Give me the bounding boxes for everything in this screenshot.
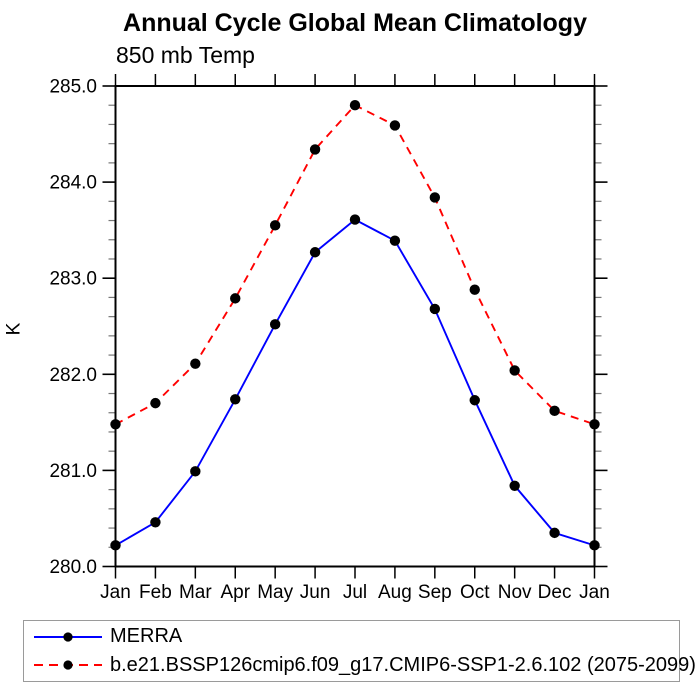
series-1-marker-feb-1 — [150, 397, 161, 409]
legend-label-model: b.e21.BSSP126cmip6.f09_g17.CMIP6-SSP1-2.… — [110, 653, 696, 676]
model-line-sample-icon — [34, 660, 102, 670]
x-tick-label: Sep — [418, 582, 452, 603]
plot-area: 280.0 281.0 282.0 283.0 284.0 285.0 Jan Feb Mar A… — [49, 74, 610, 603]
series-0-marker-jun-5 — [309, 247, 321, 258]
y-tick-label: 280.0 — [49, 557, 97, 578]
series-1-marker-jan-0 — [110, 419, 121, 430]
series-0-marker-dec-11 — [549, 527, 560, 539]
series-0-marker-sep-8 — [429, 303, 441, 315]
series-1-line — [115, 104, 595, 426]
series-1-marker-jun-5 — [309, 144, 321, 155]
series-0-marker-mar-2 — [190, 466, 201, 477]
series-0-marker-aug-7 — [389, 235, 401, 246]
x-tick-label: Jul — [343, 582, 367, 603]
series-0-marker-jan-12 — [589, 540, 600, 551]
x-tick-label: May — [257, 582, 293, 603]
series-1-marker-may-4 — [269, 220, 281, 231]
series-1-marker-dec-11 — [549, 405, 560, 417]
series-0-marker-apr-3 — [230, 394, 241, 405]
y-tick-label: 281.0 — [49, 461, 97, 482]
x-tick-label: Jan — [100, 582, 131, 603]
chart-title: Annual Cycle Global Mean Climatology — [123, 9, 587, 37]
x-tick-label: Jun — [300, 582, 331, 603]
series-1-marker-aug-7 — [389, 120, 401, 131]
legend-label-merra: MERRA — [110, 625, 183, 648]
merra-sample-marker — [63, 632, 73, 642]
y-tick-label: 282.0 — [49, 365, 97, 386]
y-tick-label: 283.0 — [49, 269, 97, 290]
x-tick-label: Oct — [460, 582, 490, 603]
series-1-marker-oct-9 — [469, 284, 480, 295]
x-tick-label: Jan — [579, 582, 610, 603]
x-tick-label: Aug — [378, 582, 412, 603]
y-tick-label: 285.0 — [49, 77, 97, 98]
x-tick-label: Feb — [139, 582, 172, 603]
plot-frame — [114, 85, 596, 568]
series-0-line — [115, 218, 595, 547]
y-tick-label: 284.0 — [49, 173, 97, 194]
series-1-marker-sep-8 — [429, 192, 441, 203]
series-1-marker-mar-2 — [190, 358, 201, 369]
x-tick-label: Nov — [498, 582, 532, 603]
legend-box: MERRA b.e21.BSSP126cmip6.f09_g17.CMIP6-S… — [23, 620, 696, 682]
x-tick-label: Apr — [220, 582, 250, 603]
series-1-marker-nov-10 — [509, 365, 520, 376]
legend-item-merra: MERRA — [24, 624, 679, 650]
model-sample-marker — [63, 660, 73, 670]
series-0-marker-nov-10 — [509, 480, 520, 491]
series-0-marker-oct-9 — [469, 395, 480, 406]
series-1-marker-jan-12 — [589, 419, 600, 430]
series-0-marker-jan-0 — [110, 540, 121, 551]
legend-item-model: b.e21.BSSP126cmip6.f09_g17.CMIP6-SSP1-2.… — [24, 652, 696, 678]
merra-line-sample-icon — [34, 632, 102, 642]
series-0-marker-feb-1 — [150, 517, 161, 528]
series-1-marker-apr-3 — [230, 293, 241, 304]
series-0-marker-may-4 — [269, 319, 281, 330]
x-tick-label: Mar — [179, 582, 212, 603]
x-tick-label: Dec — [538, 582, 572, 603]
series-1-marker-jul-6 — [349, 100, 361, 111]
series-0-marker-jul-6 — [349, 214, 361, 225]
chart-subtitle: 850 mb Temp — [116, 42, 255, 68]
